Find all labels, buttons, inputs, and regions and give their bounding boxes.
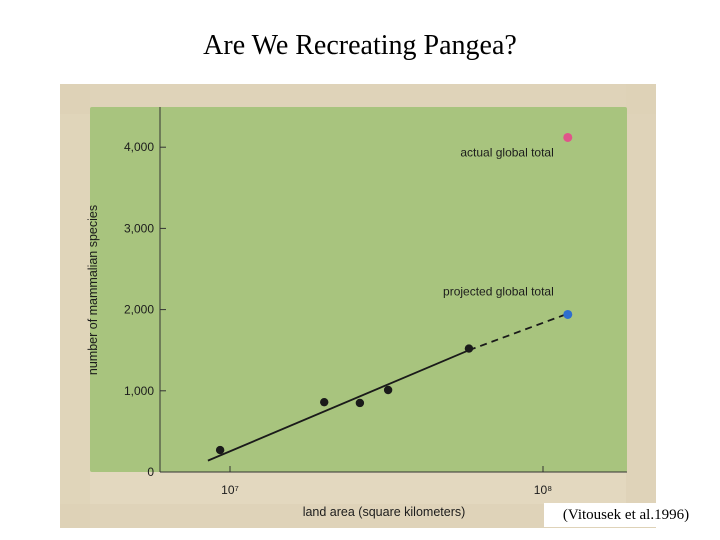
y-tick-label: 1,000 <box>124 384 154 398</box>
data-point <box>464 344 474 353</box>
x-tick-label: 10⁷ <box>221 483 239 497</box>
actual-global-total-label: actual global total <box>460 145 553 159</box>
fit-line-solid <box>207 349 470 462</box>
data-point <box>320 397 329 407</box>
annotations: actual global total projected global tota… <box>443 132 573 319</box>
projected-global-total-marker <box>563 309 573 319</box>
y-tick-label: 3,000 <box>124 221 154 235</box>
data-point <box>215 445 225 455</box>
fit-line-dashed <box>468 312 569 352</box>
y-axis-label: number of mammalian species <box>86 205 100 375</box>
y-ticks: 0 1,000 2,000 3,000 4,000 <box>124 140 166 479</box>
data-points <box>215 344 474 455</box>
fit-line <box>207 312 569 462</box>
citation: (Vitousek et al.1996) <box>544 503 708 527</box>
projected-global-total-label: projected global total <box>443 284 554 298</box>
y-tick-label: 4,000 <box>124 140 154 154</box>
x-axis-label: land area (square kilometers) <box>303 505 466 519</box>
plot-area <box>90 107 627 472</box>
y-tick-label: 2,000 <box>124 303 154 317</box>
actual-global-total-marker <box>563 132 573 142</box>
data-point <box>355 398 365 408</box>
x-ticks: 10⁷ 10⁸ <box>221 466 552 497</box>
y-tick-label: 0 <box>147 465 154 479</box>
data-point <box>383 385 393 395</box>
x-tick-label: 10⁸ <box>534 483 552 497</box>
slide-title: Are We Recreating Pangea? <box>203 30 517 61</box>
